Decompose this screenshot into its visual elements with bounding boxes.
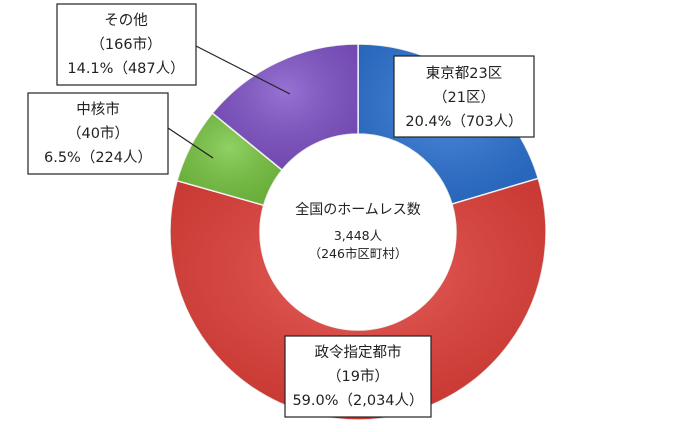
center-total: 3,448人 bbox=[334, 228, 383, 243]
slice-label-name: 政令指定都市 bbox=[315, 344, 402, 361]
donut-center: 全国のホームレス数 3,448人 （246市区町村） bbox=[295, 201, 421, 261]
callout-chukakushi: 中核市 （40市） 6.5%（224人） bbox=[27, 92, 169, 175]
leader-line-chukakushi bbox=[167, 127, 214, 159]
slice-label-value: 59.0%（2,034人） bbox=[292, 392, 423, 409]
slice-label-count: （166市） bbox=[90, 36, 161, 53]
slice-label-count: （21区） bbox=[433, 89, 495, 106]
callout-seirei: 政令指定都市 （19市） 59.0%（2,034人） bbox=[284, 335, 432, 418]
slice-label-value: 6.5%（224人） bbox=[44, 149, 152, 166]
callout-tokyo23ku: 東京都23区 （21区） 20.4%（703人） bbox=[393, 55, 535, 138]
slice-label-name: 中核市 bbox=[76, 101, 120, 118]
center-municipalities: （246市区町村） bbox=[309, 246, 408, 261]
slice-chukakushi-shading bbox=[177, 113, 283, 206]
callout-sonota: その他 （166市） 14.1%（487人） bbox=[56, 3, 197, 86]
slice-label-value: 20.4%（703人） bbox=[405, 113, 522, 130]
slice-label-count: （19市） bbox=[327, 368, 389, 385]
slice-label-value: 14.1%（487人） bbox=[67, 60, 184, 77]
slice-label-count: （40市） bbox=[67, 125, 129, 142]
slice-label-name: その他 bbox=[104, 12, 148, 29]
slice-label-name: 東京都23区 bbox=[426, 65, 502, 82]
slice-sonota-shading bbox=[212, 43, 358, 171]
leader-lines bbox=[167, 45, 291, 159]
center-title: 全国のホームレス数 bbox=[295, 201, 421, 218]
slice-seirei-shitei-toshi-shading bbox=[170, 178, 546, 421]
leader-line-sonota bbox=[195, 45, 291, 95]
